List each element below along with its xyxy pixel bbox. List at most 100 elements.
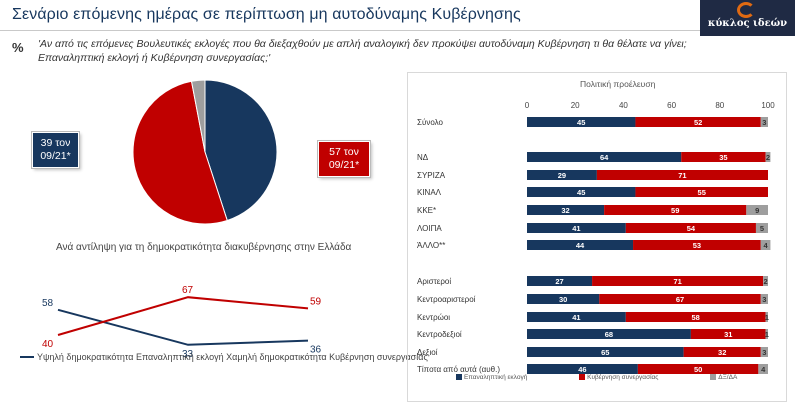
bar-data-label: 4: [761, 365, 766, 374]
callout-repeat-election: 39 τον 09/21*: [32, 132, 79, 168]
bar-data-label: 58: [692, 313, 700, 322]
bar-segment: [527, 347, 684, 357]
bar-segment: [596, 170, 768, 180]
bar-segment: [681, 152, 766, 162]
bar-data-label: 5: [760, 224, 764, 233]
bar-segment: [592, 276, 764, 286]
line-series: [57, 296, 309, 336]
x-tick-label: 80: [715, 101, 724, 110]
bar-segment: [763, 276, 768, 286]
bar-segment: [758, 364, 768, 374]
line-data-label: 67: [182, 285, 194, 296]
bar-data-label: 59: [671, 206, 679, 215]
category-label: Σύνολο: [417, 118, 443, 127]
bar-segment: [527, 170, 597, 180]
bar-segment: [765, 312, 768, 322]
bar-segment: [760, 240, 771, 250]
bar-segment: [527, 364, 638, 374]
bar-segment: [633, 240, 761, 250]
logo-ring-icon: [737, 2, 755, 18]
bar-data-label: 55: [698, 188, 706, 197]
category-label: ΣΥΡΙΖΑ: [417, 171, 446, 180]
bar-data-label: 4: [764, 241, 769, 250]
bar-data-label: 53: [693, 241, 701, 250]
bar-data-label: 54: [687, 224, 696, 233]
legend-item-coalition: Κυβέρνηση συνεργασίας: [579, 374, 658, 381]
bar-data-label: 71: [673, 277, 681, 286]
bar-data-label: 44: [576, 241, 585, 250]
line-chart-title: Ανά αντίληψη για τη δημοκρατικότητα διακ…: [56, 242, 352, 253]
x-tick-label: 20: [571, 101, 580, 110]
bar-data-label: 52: [694, 118, 702, 127]
bar-data-label: 30: [559, 295, 567, 304]
bar-data-label: 1: [765, 313, 769, 322]
category-label: ΚΚΕ*: [417, 206, 436, 215]
line-legend: Υψηλή δημοκρατικότητα Επαναληπτική εκλογ…: [20, 350, 440, 362]
bar-segment: [527, 152, 682, 162]
bar-data-label: 29: [558, 171, 566, 180]
bar-data-label: 27: [555, 277, 563, 286]
bar-segment: [527, 276, 593, 286]
x-tick-label: 40: [619, 101, 628, 110]
bar-data-label: 35: [719, 153, 727, 162]
bar-segment: [635, 117, 761, 127]
bar-segment: [625, 223, 756, 233]
bar-segment: [765, 329, 768, 339]
bar-data-label: 50: [694, 365, 702, 374]
bar-segment: [746, 205, 768, 215]
bar-data-label: 46: [578, 365, 586, 374]
line-series: [57, 308, 309, 346]
title-divider: [0, 30, 700, 31]
bar-segment: [637, 364, 759, 374]
question-text: 'Αν από τις επόμενες Βουλευτικές εκλογές…: [38, 38, 687, 64]
page-title: Σενάριο επόμενης ημέρας σε περίπτωση μη …: [12, 6, 521, 23]
bar-data-label: 45: [577, 188, 585, 197]
bar-data-label: 2: [766, 153, 770, 162]
legend-item-repeat: Επαναληπτική εκλογή: [456, 374, 527, 381]
bar-legend: Επαναληπτική εκλογή Κυβέρνηση συνεργασία…: [456, 374, 787, 381]
x-tick-label: 60: [667, 101, 676, 110]
legend-text: Υψηλή δημοκρατικότητα Επαναληπτική εκλογ…: [37, 352, 428, 362]
callout-coalition: 57 τον 09/21*: [318, 141, 370, 177]
bar-data-label: 71: [678, 171, 686, 180]
bar-segment: [635, 187, 768, 197]
line-data-label: 58: [42, 298, 54, 309]
legend-item: Υψηλή δημοκρατικότητα Επαναληπτική εκλογ…: [20, 352, 428, 362]
category-label: Κεντρώοι: [417, 313, 450, 322]
bar-segment: [599, 294, 761, 304]
category-label: Κεντροδεξιοί: [417, 330, 462, 339]
percent-icon: %: [12, 40, 24, 55]
legend-item-dkna: ΔΞ/ΔΑ: [710, 374, 737, 381]
bar-data-label: 3: [762, 118, 766, 127]
bar-data-label: 45: [577, 118, 585, 127]
bar-segment: [760, 117, 768, 127]
category-label: Κεντροαριστεροί: [417, 295, 476, 304]
line-data-label: 59: [310, 296, 322, 307]
bar-segment: [604, 205, 747, 215]
category-label: Αριστεροί: [417, 277, 451, 286]
bar-segment: [527, 240, 634, 250]
bar-panel: [407, 72, 787, 402]
bar-segment: [527, 117, 636, 127]
bar-segment: [527, 329, 691, 339]
bar-data-label: 68: [605, 330, 613, 339]
legend-swatch: [20, 356, 34, 358]
category-label: ΆΛΛΟ**: [417, 241, 445, 250]
pie-chart: [132, 80, 278, 225]
bar-segment: [527, 294, 600, 304]
bar-segment: [683, 347, 761, 357]
bar-data-label: 1: [765, 330, 769, 339]
bar-segment: [527, 223, 626, 233]
line-chart: 58 33 36 40 67 59: [42, 285, 322, 360]
category-label: Δεξιοί: [417, 348, 438, 357]
category-label: Τίποτα από αυτά (αυθ.): [417, 365, 500, 374]
bar-segment: [527, 187, 636, 197]
bar-data-label: 67: [676, 295, 684, 304]
bar-segment: [760, 294, 768, 304]
category-label: ΚΙΝΑΛ: [417, 188, 442, 197]
bar-segment: [625, 312, 766, 322]
bar-data-label: 32: [561, 206, 569, 215]
bar-data-label: 65: [601, 348, 609, 357]
category-label: ΛΟΙΠΑ: [417, 224, 442, 233]
